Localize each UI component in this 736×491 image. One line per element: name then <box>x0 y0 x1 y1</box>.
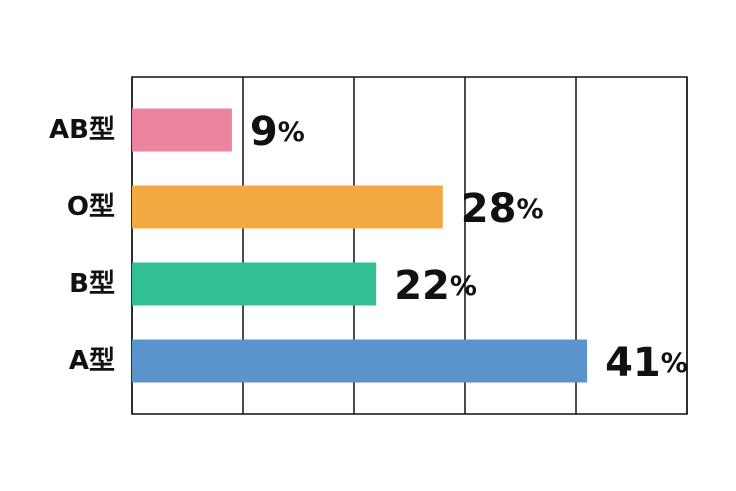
value-label-part: 22 <box>394 263 450 309</box>
bar <box>132 108 232 152</box>
bar <box>132 339 588 383</box>
plot-frame <box>131 76 688 415</box>
value-label-part: % <box>661 348 688 379</box>
y-tick-label: A型 <box>69 346 115 376</box>
value-label-part: 28 <box>461 186 517 232</box>
y-tick-label: AB型 <box>49 115 115 145</box>
value-label-part: 9 <box>250 109 278 155</box>
value-label-part: 41 <box>605 340 661 386</box>
y-tick-label: O型 <box>67 192 115 222</box>
value-label: 22% <box>394 263 477 309</box>
value-label: 28% <box>461 186 544 232</box>
value-label-part: % <box>278 117 305 148</box>
bar <box>132 185 443 229</box>
value-label-part: % <box>450 271 477 302</box>
y-tick-label: B型 <box>69 269 115 299</box>
value-label: 41% <box>605 340 688 386</box>
bar <box>132 262 377 306</box>
value-label-part: % <box>516 194 543 225</box>
value-label: 9% <box>250 109 305 155</box>
